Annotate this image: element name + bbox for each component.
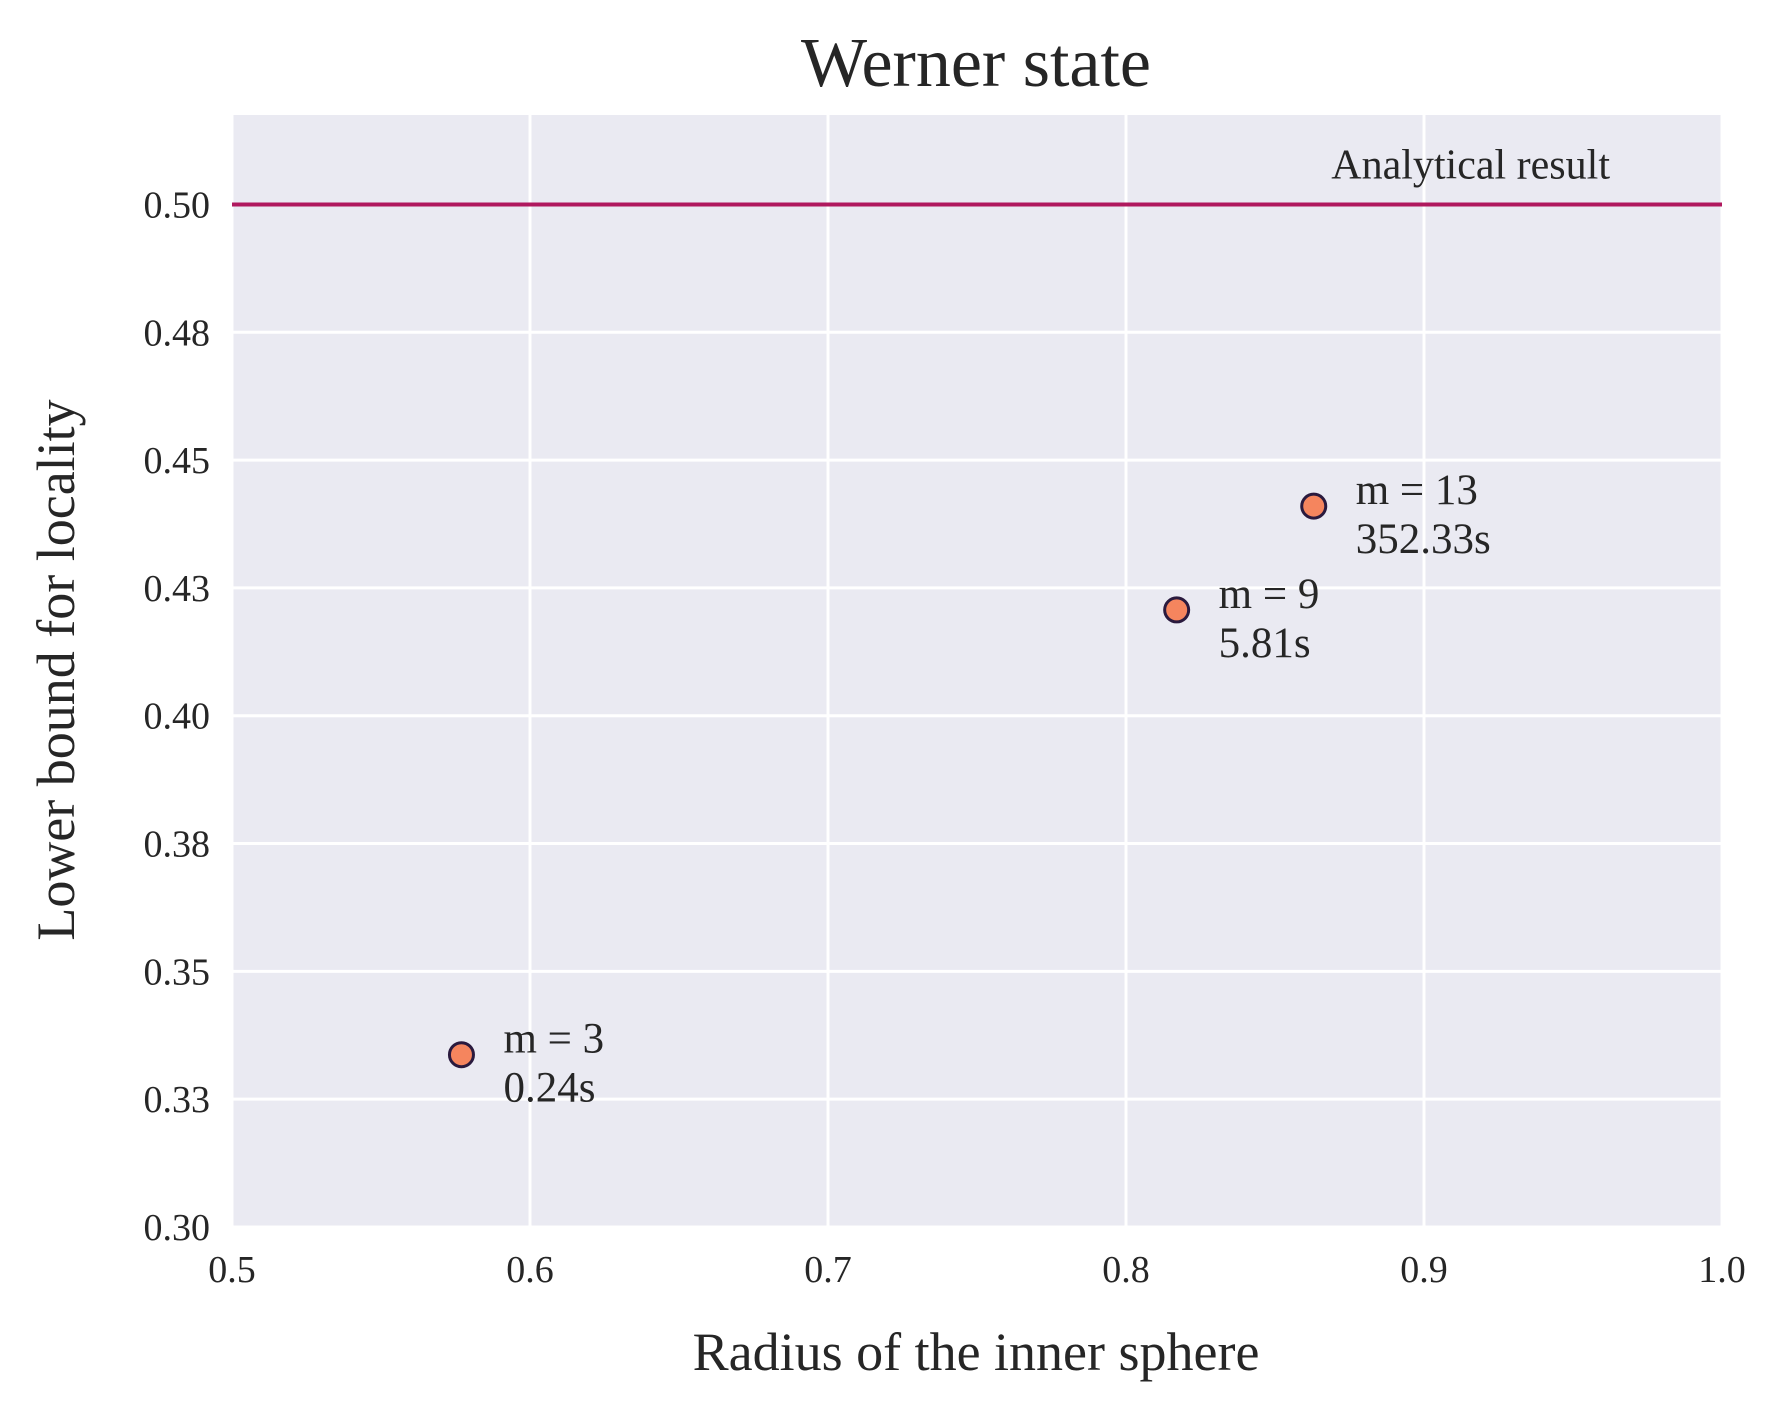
x-tick-label: 0.9: [1400, 1249, 1448, 1291]
data-point: [1163, 596, 1191, 624]
y-axis-ticks: 0.30 0.33 0.35 0.38 0.40 0.43 0.45 0.48 0.50: [144, 184, 211, 1249]
y-tick-label: 0.43: [144, 568, 211, 610]
y-axis-label: Lower bound for locality: [26, 399, 86, 940]
x-tick-label: 0.5: [208, 1249, 256, 1291]
y-tick-label: 0.40: [144, 696, 211, 738]
chart-title: Werner state: [801, 25, 1151, 102]
point-label-m: m = 3: [503, 1016, 604, 1063]
y-tick-label: 0.48: [144, 312, 211, 354]
x-tick-label: 0.7: [804, 1249, 852, 1291]
point-label-m: m = 9: [1219, 571, 1320, 618]
point-label-time: 352.33s: [1356, 516, 1491, 563]
x-tick-label: 0.6: [506, 1249, 554, 1291]
plot-area: [232, 115, 1722, 1227]
point-label-time: 5.81s: [1219, 620, 1311, 667]
data-point: [447, 1041, 475, 1069]
y-tick-label: 0.45: [144, 440, 211, 482]
reference-line-group: Analytical result: [232, 142, 1722, 207]
y-tick-label: 0.33: [144, 1079, 211, 1121]
x-axis-label: Radius of the inner sphere: [693, 1322, 1260, 1382]
point-label-m: m = 13: [1356, 467, 1478, 514]
data-point: [1300, 492, 1328, 520]
y-tick-label: 0.38: [144, 824, 211, 866]
x-axis-ticks: 0.5 0.6 0.7 0.8 0.9 1.0: [208, 1249, 1746, 1291]
analytical-result-label: Analytical result: [1331, 142, 1610, 188]
y-tick-label: 0.50: [144, 184, 211, 226]
point-label-time: 0.24s: [503, 1065, 595, 1112]
y-tick-label: 0.35: [144, 951, 211, 993]
x-tick-label: 1.0: [1698, 1249, 1746, 1291]
x-tick-label: 0.8: [1102, 1249, 1150, 1291]
y-tick-label: 0.30: [144, 1207, 211, 1249]
